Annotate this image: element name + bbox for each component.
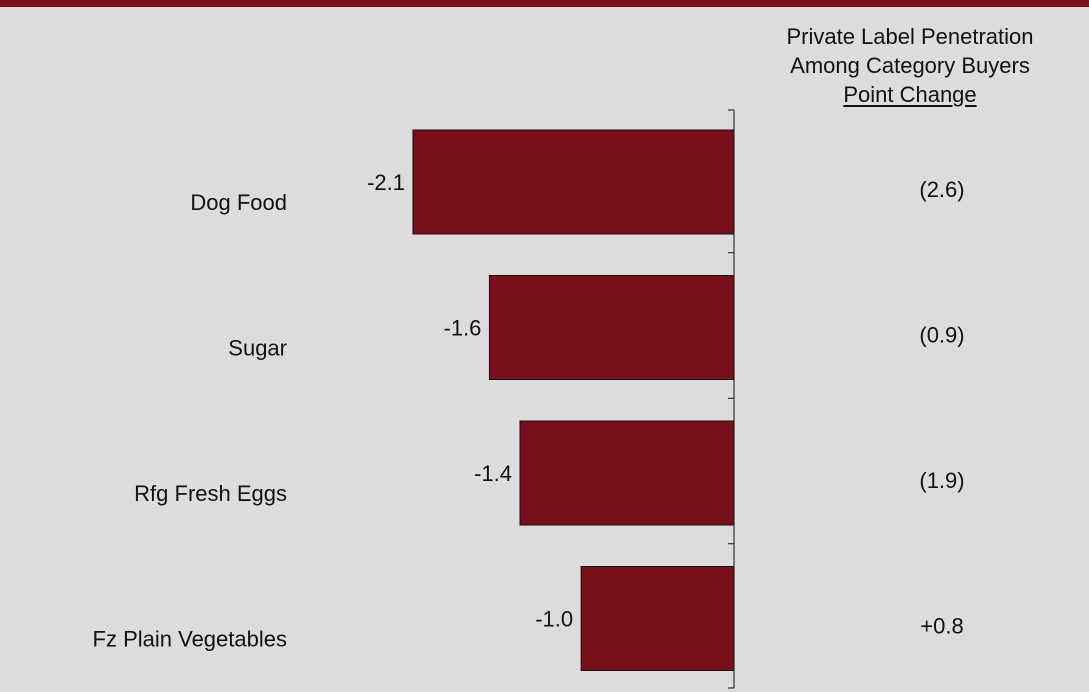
bar-value-label: -2.1: [367, 170, 405, 195]
header-line-3: Point Change: [843, 82, 977, 107]
top-accent-bar: [0, 0, 1089, 7]
header-line-1: Private Label Penetration: [786, 24, 1034, 49]
bar-fz-plain-vegetables: [580, 566, 735, 671]
point-change-value: (0.9): [919, 323, 964, 348]
category-label: Fz Plain Vegetables: [93, 627, 287, 652]
point-change-value: (2.6): [919, 177, 964, 202]
bar-sugar: [488, 275, 735, 380]
point-change-value: +0.8: [920, 614, 963, 639]
bar-dog-food: [412, 129, 735, 235]
bar-rfg-fresh-eggs: [519, 420, 735, 526]
category-label: Sugar: [228, 336, 287, 361]
point-change-header: Private Label Penetration Among Category…: [730, 22, 1089, 109]
bar-value-label: -1.4: [474, 461, 512, 486]
point-change-value: (1.9): [919, 468, 964, 493]
bar-value-label: -1.0: [535, 607, 573, 632]
bar-value-label: -1.6: [444, 316, 482, 341]
category-label: Rfg Fresh Eggs: [134, 481, 287, 506]
category-label: Dog Food: [190, 190, 287, 215]
header-line-2: Among Category Buyers: [790, 53, 1030, 78]
